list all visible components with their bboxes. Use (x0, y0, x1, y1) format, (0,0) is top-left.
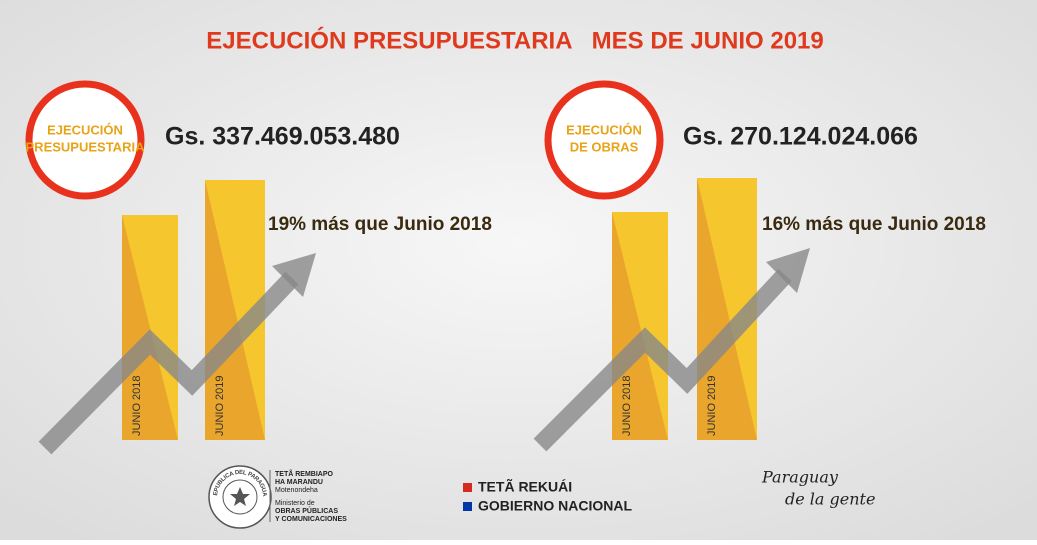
note: 19% más que Junio 2018 (268, 214, 492, 235)
bar-shade (205, 180, 265, 440)
bar-label: JUNIO 2018 (131, 375, 143, 436)
government-text: GOBIERNO NACIONAL (478, 498, 632, 514)
badge-text: EJECUCIÓN (566, 122, 642, 137)
arrow-head (766, 248, 810, 293)
slogan: de la gente (785, 490, 875, 509)
amount: Gs. 337.469.053.480 (165, 123, 400, 151)
badge-circle (25, 80, 145, 200)
government-text: TETÃ REKUÁI (478, 478, 572, 495)
bar-label: JUNIO 2019 (214, 375, 226, 436)
note: 16% más que Junio 2018 (762, 214, 986, 235)
ministry-text: TETÃ REMBIAPO (275, 469, 334, 478)
badge-text: PRESUPUESTARIA (26, 139, 146, 154)
panel: EJECUCIÓN PRESUPUESTARIA Gs. 337.469.053… (25, 80, 492, 455)
ministry-text: Motenondeha (275, 487, 318, 494)
bar-label: JUNIO 2018 (621, 375, 633, 436)
slogan: Paraguay (761, 468, 839, 487)
bar-shade (612, 212, 668, 440)
arrow-head (272, 253, 316, 297)
panel: EJECUCIÓN DE OBRAS Gs. 270.124.024.066 1… (533, 80, 986, 452)
badge-text: EJECUCIÓN (47, 122, 123, 137)
seal-star (230, 487, 250, 506)
arrow (38, 271, 299, 455)
bar-shade (697, 178, 757, 440)
amount: Gs. 270.124.024.066 (683, 123, 918, 151)
badge-circle (544, 80, 664, 200)
flag-red (463, 483, 472, 492)
ministry-text: HA MARANDU (275, 479, 323, 486)
badge-text: DE OBRAS (570, 139, 639, 154)
flag-blue (463, 502, 472, 511)
title: EJECUCIÓN PRESUPUESTARIA MES DE JUNIO 20… (206, 26, 823, 54)
bar-label: JUNIO 2019 (706, 375, 718, 436)
bar-shade (122, 215, 178, 440)
seal-inner (222, 479, 258, 515)
ministry-text: OBRAS PÚBLICAS (275, 506, 338, 515)
ministry-text: Ministerio de (275, 500, 315, 507)
arrow (533, 268, 792, 452)
ministry-text: Y COMUNICACIONES (275, 516, 347, 523)
